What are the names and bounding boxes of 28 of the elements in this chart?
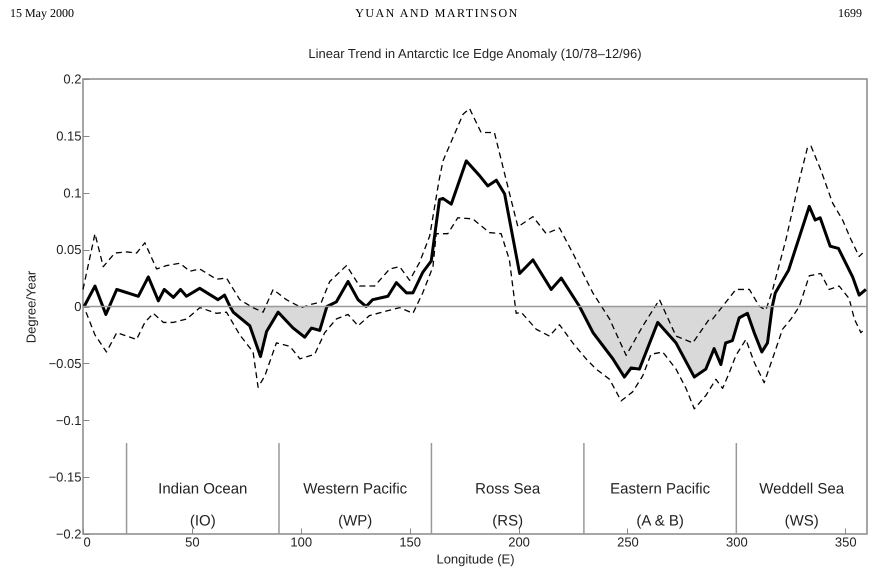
y-tick-label: 0.2 [63,72,82,86]
x-tick-label: 50 [185,534,200,550]
x-tick-label: 200 [508,534,530,550]
text: 15 May 2000 [10,6,74,21]
y-tick-label: 0.1 [63,185,82,200]
x-tick-label: 100 [290,534,312,550]
y-tick-label: 0.15 [56,128,82,144]
annotation: Ross Sea (RS) [475,480,541,530]
y-tick-label: −0.15 [48,470,82,485]
y-tick-label: 0 [74,299,82,314]
x-tick-label: 0 [84,534,91,550]
x-tick-label: 350 [834,534,857,550]
text: 1699 [838,6,862,21]
annotation: Weddell Sea (WS) [759,480,845,530]
y-tick-label: −0.1 [56,412,82,428]
x-tick-label: 150 [399,534,422,550]
annotation: Indian Ocean (IO) [158,480,248,530]
y-tick-label: −0.2 [56,526,82,542]
annotation: Eastern Pacific (A & B) [610,480,711,530]
x-axis-title: Longitude (E) [436,552,515,566]
y-tick-label: 0.05 [56,242,82,258]
annotation: Western Pacific (WP) [303,480,408,530]
y-tick-label: −0.05 [48,356,82,371]
x-tick-label: 250 [617,534,639,550]
text: YUAN AND MARTINSON [355,6,519,21]
chart-title: Linear Trend in Antarctic Ice Edge Anomaly (10/78–12/96) [308,46,642,61]
x-tick-label: 300 [726,534,748,550]
y-axis-title: Degree/Year [24,270,39,344]
